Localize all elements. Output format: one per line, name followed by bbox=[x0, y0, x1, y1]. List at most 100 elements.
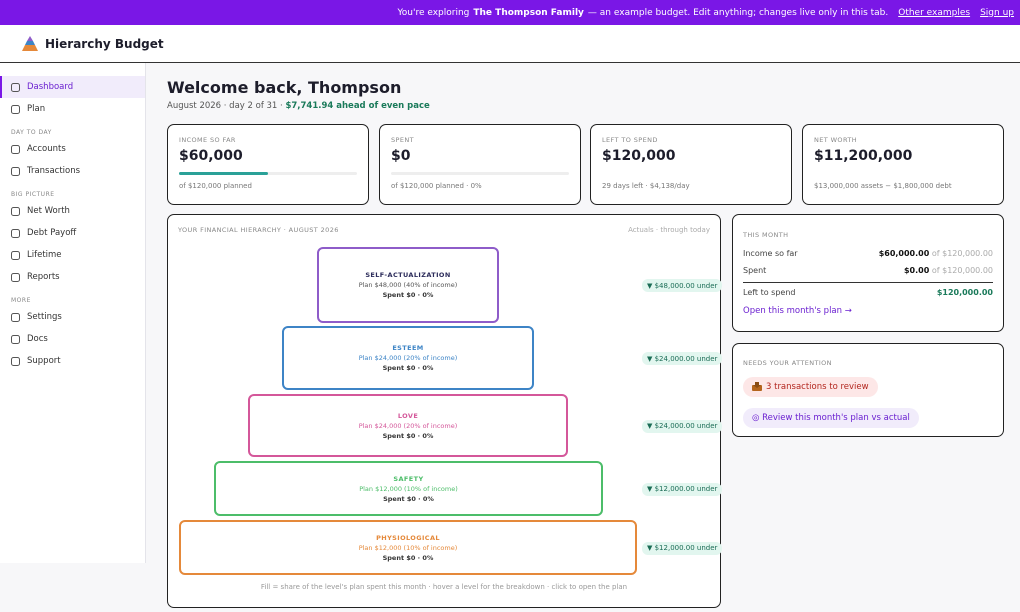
level-plan: Plan $24,000 (20% of income) bbox=[358, 421, 458, 430]
level-plan: Plan $24,000 (20% of income) bbox=[358, 354, 458, 362]
progress-slot bbox=[391, 172, 569, 175]
logo bbox=[22, 36, 38, 51]
nav-icon bbox=[11, 312, 20, 322]
summary-card: NET WORTH $11,200,000 $13,000,000 assets −… bbox=[802, 124, 1004, 205]
nav-item[interactable]: Settings bbox=[0, 306, 145, 328]
nav-item[interactable]: Reports bbox=[0, 266, 145, 288]
card-note: $13,000,000 assets − $1,800,000 debt bbox=[814, 182, 952, 190]
nav-label: Transactions bbox=[27, 166, 81, 176]
summary-card: SPENT $0 of $120,000 planned · 0% bbox=[379, 124, 581, 205]
review-pill[interactable]: ◎ Review this month's plan vs actual bbox=[743, 407, 919, 428]
section-heading: DAY TO DAY bbox=[11, 129, 52, 136]
nav-icon bbox=[11, 104, 20, 114]
month-rows: Income so far $60,000.00 of $120,000.00 Sp… bbox=[733, 245, 1003, 302]
progress-slot bbox=[814, 172, 992, 175]
sidebar: Dashboard Plan DAY TO DAY Accounts Transacti… bbox=[0, 63, 146, 563]
level-plan: Plan $12,000 (10% of income) bbox=[358, 543, 458, 552]
banner-link[interactable]: Other examples bbox=[898, 7, 971, 18]
row-value: $60,000.00 of $120,000.00 bbox=[879, 249, 993, 258]
card-note: of $120,000 planned bbox=[179, 182, 252, 190]
hierarchy-level[interactable]: ESTEEM Plan $24,000 (20% of income) Spent … bbox=[282, 326, 534, 390]
nav-item[interactable]: Support bbox=[0, 350, 145, 372]
nav-icon bbox=[11, 334, 20, 344]
nav-item[interactable]: Net Worth bbox=[0, 200, 145, 222]
banner-family: The Thompson Family bbox=[473, 7, 584, 18]
hierarchy-title: YOUR FINANCIAL HIERARCHY · AUGUST 2026 bbox=[178, 226, 339, 234]
card-heading: NEEDS YOUR ATTENTION bbox=[743, 359, 832, 367]
nav-label: Accounts bbox=[27, 144, 66, 154]
demo-banner: You're exploring The Thompson Family — a… bbox=[0, 0, 1020, 25]
nav-label: Dashboard bbox=[27, 82, 74, 92]
nav-item[interactable]: Dashboard bbox=[0, 76, 145, 98]
nav-icon bbox=[11, 166, 20, 176]
row-amount: $60,000.00 bbox=[878, 249, 930, 258]
review-pill[interactable]: 3 transactions to review bbox=[743, 376, 878, 397]
hierarchy-caption: Actuals · through today bbox=[628, 226, 710, 234]
summary-card: LEFT TO SPEND $120,000 29 days left · $4,1… bbox=[590, 124, 792, 205]
section-heading: MORE bbox=[11, 297, 31, 304]
pace: $7,741.94 ahead of even pace bbox=[285, 101, 430, 111]
row-of: of $120,000.00 bbox=[931, 249, 993, 258]
nav-item[interactable]: Accounts bbox=[0, 138, 145, 160]
nav-icon bbox=[11, 206, 20, 216]
plan-link[interactable]: Open this month's plan → bbox=[743, 306, 852, 316]
card-value: $60,000 bbox=[179, 148, 243, 164]
card-label: NET WORTH bbox=[814, 136, 858, 144]
nav-label: Support bbox=[27, 356, 61, 366]
card-note: 29 days left · $4,138/day bbox=[602, 182, 690, 190]
card-value: $0 bbox=[391, 148, 411, 164]
nav-icon bbox=[11, 356, 20, 366]
banner-prefix: You're exploring bbox=[397, 7, 470, 18]
row-label: Income so far bbox=[743, 249, 798, 258]
level-status: ▼ $48,000.00 under bbox=[642, 279, 723, 292]
nav-icon bbox=[11, 228, 20, 238]
row-amount: $0.00 bbox=[903, 266, 930, 275]
nav-label: Docs bbox=[27, 334, 48, 344]
month-row: Spent $0.00 of $120,000.00 bbox=[743, 262, 993, 279]
hierarchy-level[interactable]: LOVE Plan $24,000 (20% of income) Spent $0… bbox=[248, 394, 568, 457]
level-spent: Spent $0 · 0% bbox=[382, 291, 434, 299]
page-title: Welcome back, Thompson bbox=[167, 78, 402, 97]
hierarchy-level[interactable]: SAFETY Plan $12,000 (10% of income) Spent … bbox=[214, 461, 603, 516]
summary-card: INCOME SO FAR $60,000 of $120,000 planned bbox=[167, 124, 369, 205]
hierarchy-level[interactable]: SELF-ACTUALIZATION Plan $48,000 (40% of i… bbox=[317, 247, 499, 323]
nav-icon bbox=[11, 272, 20, 282]
banner-link[interactable]: Sign up bbox=[980, 7, 1014, 18]
card-label: INCOME SO FAR bbox=[179, 136, 236, 144]
month-row: Income so far $60,000.00 of $120,000.00 bbox=[743, 245, 993, 262]
app-name[interactable]: Hierarchy Budget bbox=[45, 36, 164, 51]
card-note: of $120,000 planned · 0% bbox=[391, 182, 482, 190]
nav-item[interactable]: Plan bbox=[0, 98, 145, 120]
hierarchy-level[interactable]: PHYSIOLOGICAL Plan $12,000 (10% of income… bbox=[179, 520, 637, 575]
level-spent: Spent $0 · 0% bbox=[382, 364, 434, 372]
app-header: Hierarchy Budget bbox=[0, 25, 1020, 63]
card-label: SPENT bbox=[391, 136, 414, 144]
spacer bbox=[733, 397, 1003, 405]
pill-text: ◎ Review this month's plan vs actual bbox=[752, 412, 910, 423]
card-label: LEFT TO SPEND bbox=[602, 136, 658, 144]
nav-item[interactable]: Debt Payoff bbox=[0, 222, 145, 244]
level-status: ▼ $24,000.00 under bbox=[642, 352, 723, 365]
level-spent: Spent $0 · 0% bbox=[382, 431, 434, 440]
level-name: ESTEEM bbox=[392, 344, 424, 352]
level-name: PHYSIOLOGICAL bbox=[376, 533, 440, 542]
nav-item[interactable]: Transactions bbox=[0, 160, 145, 182]
row-amount: $120,000.00 bbox=[936, 288, 993, 297]
section-heading: BIG PICTURE bbox=[11, 191, 55, 198]
level-plan: Plan $12,000 (10% of income) bbox=[359, 484, 458, 493]
progress-track bbox=[179, 172, 357, 175]
level-name: LOVE bbox=[397, 411, 419, 420]
card-value: $120,000 bbox=[602, 148, 676, 164]
nav-item[interactable]: Lifetime bbox=[0, 244, 145, 266]
nav-label: Lifetime bbox=[27, 250, 62, 260]
row-value: $120,000.00 bbox=[937, 288, 993, 297]
page-subtitle: August 2026 · day 2 of 31 · $7,741.94 ah… bbox=[167, 101, 430, 111]
level-status: ▼ $12,000.00 under bbox=[642, 541, 723, 555]
banner-suffix: — an example budget. Edit anything; chan… bbox=[587, 7, 889, 18]
nav-item[interactable]: Docs bbox=[0, 328, 145, 350]
nav-label: Net Worth bbox=[27, 206, 70, 216]
card-value: $11,200,000 bbox=[814, 148, 913, 164]
level-status: ▼ $24,000.00 under bbox=[642, 419, 723, 433]
nav-icon bbox=[11, 144, 20, 154]
